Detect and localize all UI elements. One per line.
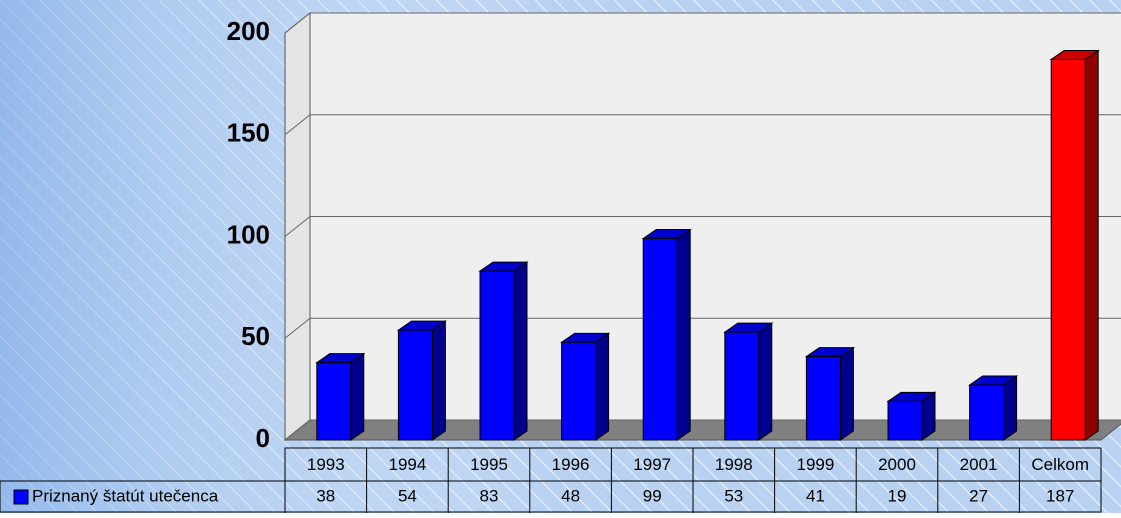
bar-front bbox=[1051, 59, 1085, 440]
value-label: 99 bbox=[643, 486, 662, 505]
bar-side bbox=[1085, 50, 1098, 440]
y-tick-label: 0 bbox=[256, 423, 270, 453]
value-label: 48 bbox=[561, 486, 580, 505]
value-label: 38 bbox=[316, 486, 335, 505]
bar bbox=[398, 321, 445, 440]
category-label: 1993 bbox=[307, 455, 345, 474]
bar bbox=[317, 354, 364, 440]
value-label: 54 bbox=[398, 486, 417, 505]
chart: 050100150200 199338199454199583199648199… bbox=[0, 0, 1121, 513]
y-tick-label: 150 bbox=[227, 118, 270, 148]
plot: 0 50 100 150 200 bbox=[227, 13, 1121, 453]
bar bbox=[480, 262, 527, 440]
bar-front bbox=[888, 401, 922, 440]
category-label: 1998 bbox=[715, 455, 753, 474]
bar bbox=[643, 230, 690, 440]
legend-label: Priznaný štatút utečenca bbox=[32, 486, 219, 505]
category-label: 1999 bbox=[796, 455, 834, 474]
bar-front bbox=[317, 363, 351, 440]
value-label: 41 bbox=[806, 486, 825, 505]
value-label: 187 bbox=[1046, 486, 1074, 505]
value-label: 83 bbox=[480, 486, 499, 505]
bar-front bbox=[970, 385, 1004, 440]
category-label: 2000 bbox=[878, 455, 916, 474]
bar bbox=[562, 333, 609, 440]
bar bbox=[970, 376, 1017, 440]
bar-side bbox=[514, 262, 527, 440]
bar-front bbox=[562, 342, 596, 440]
category-label: 1995 bbox=[470, 455, 508, 474]
bar-side bbox=[840, 348, 853, 440]
y-tick-label: 200 bbox=[227, 16, 270, 46]
category-label: 1994 bbox=[388, 455, 426, 474]
bar-front bbox=[643, 239, 677, 440]
page: 050100150200 199338199454199583199648199… bbox=[0, 0, 1121, 518]
bar-side bbox=[677, 230, 690, 440]
bar-front bbox=[806, 357, 840, 440]
value-label: 53 bbox=[724, 486, 743, 505]
bar bbox=[1051, 50, 1098, 440]
bar-side bbox=[596, 333, 609, 440]
bar bbox=[725, 323, 772, 440]
bar-front bbox=[725, 332, 759, 440]
bar-side bbox=[1004, 376, 1017, 440]
value-label: 27 bbox=[969, 486, 988, 505]
bar bbox=[806, 348, 853, 440]
bar-side bbox=[759, 323, 772, 440]
category-label: 1997 bbox=[633, 455, 671, 474]
category-label: 1996 bbox=[552, 455, 590, 474]
category-label: 2001 bbox=[960, 455, 998, 474]
legend-swatch bbox=[14, 490, 28, 504]
category-label: Celkom bbox=[1031, 455, 1089, 474]
bar-front bbox=[398, 330, 432, 440]
bar bbox=[888, 392, 935, 440]
bar-side bbox=[351, 354, 364, 440]
bar-front bbox=[480, 271, 514, 440]
y-tick-label: 100 bbox=[227, 219, 270, 249]
y-tick-label: 50 bbox=[241, 321, 270, 351]
value-label: 19 bbox=[888, 486, 907, 505]
bar-side bbox=[432, 321, 445, 440]
